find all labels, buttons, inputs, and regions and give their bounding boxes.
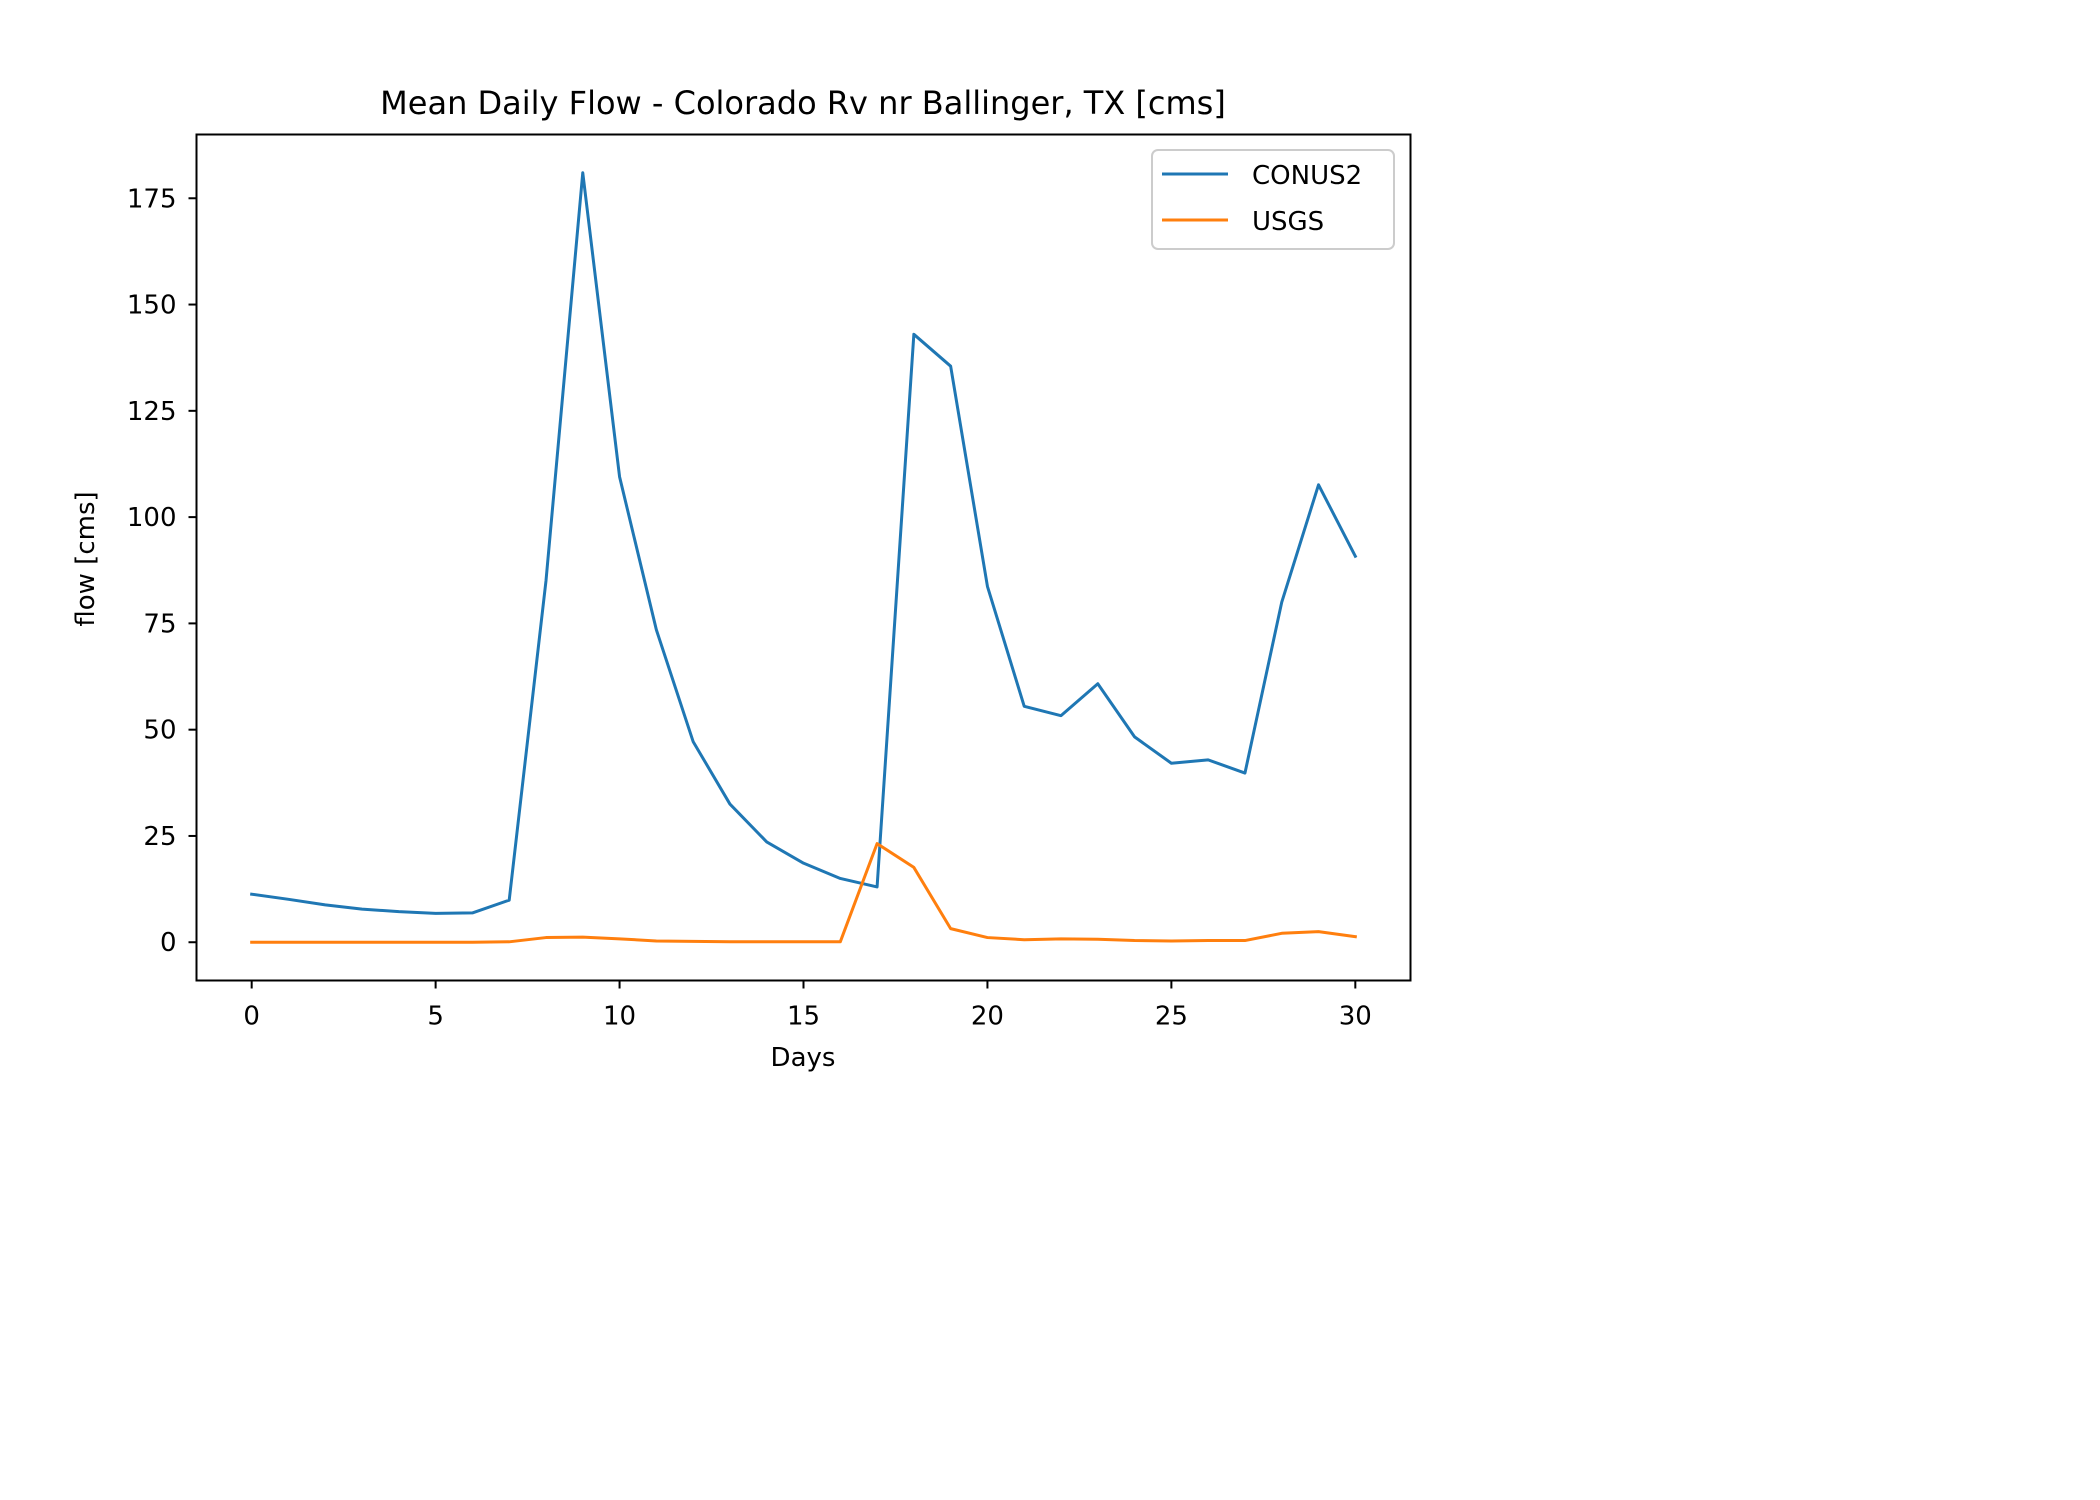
series-line-conus2	[249, 171, 1358, 915]
y-tick-label: 125	[127, 397, 177, 427]
chart: Mean Daily Flow - Colorado Rv nr Balling…	[71, 84, 1412, 1073]
chart-title: Mean Daily Flow - Colorado Rv nr Balling…	[380, 84, 1226, 122]
y-tick-label: 0	[160, 928, 177, 958]
x-tick-label: 5	[427, 1002, 444, 1032]
legend-label-usgs: USGS	[1252, 207, 1324, 237]
x-tick-label: 20	[971, 1002, 1004, 1032]
y-tick-label: 25	[143, 822, 176, 852]
y-tick-label: 100	[127, 503, 177, 533]
y-axis-label: flow [cms]	[71, 491, 101, 626]
series-layer	[249, 171, 1358, 944]
y-tick-label: 75	[143, 609, 176, 639]
x-tick-label: 10	[603, 1002, 636, 1032]
y-tick-label: 175	[127, 184, 177, 214]
x-tick-label: 0	[243, 1002, 260, 1032]
x-tick-label: 15	[787, 1002, 820, 1032]
y-axis: 0 25 50 75 100 125 150 175	[127, 184, 197, 958]
x-tick-label: 30	[1339, 1002, 1372, 1032]
y-tick-label: 150	[127, 291, 177, 321]
series-line-usgs	[250, 842, 1358, 944]
y-tick-label: 50	[143, 716, 176, 746]
legend: CONUS2 USGS	[1151, 149, 1395, 250]
x-axis: 0 5 10 15 20 25 30	[243, 980, 1372, 1032]
legend-label-conus2: CONUS2	[1252, 161, 1362, 191]
x-tick-label: 25	[1155, 1002, 1188, 1032]
x-axis-label: Days	[771, 1043, 836, 1073]
